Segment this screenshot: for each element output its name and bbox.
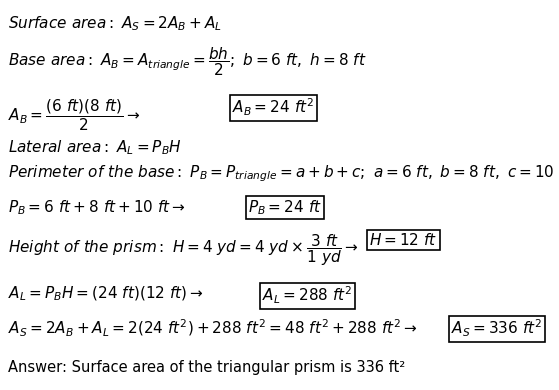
Text: Answer: Surface area of the triangular prism is 336 ft²: Answer: Surface area of the triangular p… — [8, 360, 405, 375]
Text: $\mathit{A_B = \dfrac{(6\ ft)(8\ ft)}{2} \rightarrow}$: $\mathit{A_B = \dfrac{(6\ ft)(8\ ft)}{2}… — [8, 97, 140, 133]
Text: $\mathit{A_L = 288\ ft^2}$: $\mathit{A_L = 288\ ft^2}$ — [262, 285, 353, 307]
Text: $\mathit{A_L = P_B H = (24\ ft)(12\ ft) \rightarrow}$: $\mathit{A_L = P_B H = (24\ ft)(12\ ft) … — [8, 285, 203, 303]
Text: $\mathit{P_B = 6\ ft + 8\ ft + 10\ ft \rightarrow}$: $\mathit{P_B = 6\ ft + 8\ ft + 10\ ft \r… — [8, 198, 186, 217]
Text: $\mathit{A_S = 336\ ft^2}$: $\mathit{A_S = 336\ ft^2}$ — [451, 318, 542, 339]
Text: $\mathit{H = 12\ ft}$: $\mathit{H = 12\ ft}$ — [369, 232, 437, 248]
Text: $\mathit{Surface\ area{:}\ A_S = 2A_B + A_L}$: $\mathit{Surface\ area{:}\ A_S = 2A_B + … — [8, 14, 222, 33]
Text: $\mathit{Height\ of\ the\ prism{:}\ H = 4\ yd = 4\ yd \times \dfrac{3\ ft}{1\ yd: $\mathit{Height\ of\ the\ prism{:}\ H = … — [8, 232, 359, 268]
Text: $\mathit{A_B = 24\ ft^2}$: $\mathit{A_B = 24\ ft^2}$ — [232, 97, 314, 119]
Text: $\mathit{Perimeter\ of\ the\ base{:}\ P_B = P_{triangle} = a + b + c{;}\ a = 6\ : $\mathit{Perimeter\ of\ the\ base{:}\ P_… — [8, 163, 559, 184]
Text: $\mathit{Lateral\ area{:}\ A_L = P_B H}$: $\mathit{Lateral\ area{:}\ A_L = P_B H}$ — [8, 138, 182, 157]
Text: $\mathit{A_S = 2A_B + A_L = 2(24\ ft^2) + 288\ ft^2 = 48\ ft^2 + 288\ ft^2 \righ: $\mathit{A_S = 2A_B + A_L = 2(24\ ft^2) … — [8, 318, 418, 339]
Text: $\mathit{Base\ area{:}\ A_B = A_{triangle} = \dfrac{bh}{2}{;}\ b = 6\ ft,\ h = 8: $\mathit{Base\ area{:}\ A_B = A_{triangl… — [8, 45, 367, 78]
Text: $\mathit{P_B = 24\ ft}$: $\mathit{P_B = 24\ ft}$ — [248, 198, 322, 217]
